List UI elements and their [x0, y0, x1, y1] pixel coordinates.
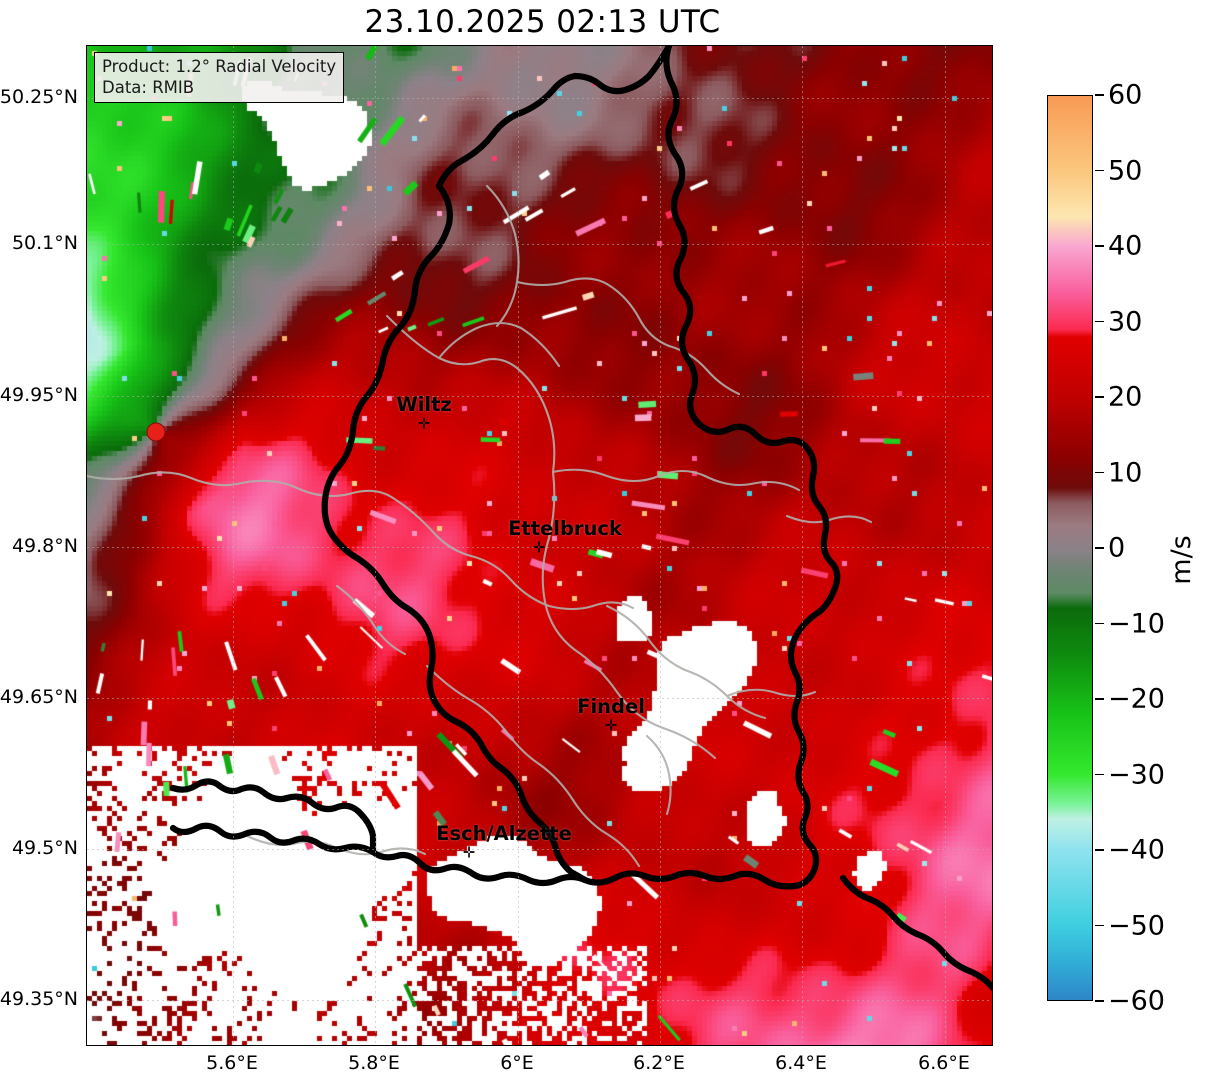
colorbar-tick-3 — [1095, 320, 1104, 323]
product-info-box: Product: 1.2° Radial Velocity Data: RMIB — [94, 52, 345, 104]
x-tick-3: 6.2°E — [633, 1052, 685, 1074]
y-tick-0: 50.25°N — [0, 86, 78, 108]
city-marker-esch-alzette: ✛ — [462, 843, 476, 862]
map-plot-area[interactable]: Wiltz ✛ Ettelbruck ✛ Findel ✛ Esch/Alzet… — [86, 45, 993, 1046]
y-tick-3: 49.8°N — [11, 535, 78, 557]
city-label-findel: Findel — [577, 695, 645, 718]
colorbar-tick-label-9: −30 — [1108, 759, 1165, 790]
city-marker-wiltz: ✛ — [417, 414, 431, 433]
colorbar-tick-8 — [1095, 698, 1104, 700]
gridline-x-6 — [945, 46, 946, 1045]
x-tick-0: 5.6°E — [206, 1052, 258, 1074]
gridline-x-4 — [660, 46, 661, 1045]
colorbar-tick-label-4: 20 — [1108, 381, 1143, 413]
colorbar-tick-label-8: −20 — [1108, 683, 1165, 715]
city-label-ettelbruck: Ettelbruck — [508, 517, 622, 540]
gridline-y-5 — [87, 698, 992, 699]
gridline-y-1 — [87, 98, 992, 99]
gridline-y-7 — [87, 1000, 992, 1001]
colorbar-tick-label-3: 30 — [1108, 306, 1143, 337]
colorbar[interactable] — [1047, 95, 1093, 1001]
city-label-esch-alzette: Esch/Alzette — [436, 822, 572, 845]
colorbar-tick-11 — [1095, 924, 1104, 927]
colorbar-tick-5 — [1095, 471, 1104, 474]
x-tick-1: 5.8°E — [348, 1052, 400, 1074]
colorbar-tick-label-0: 60 — [1108, 79, 1143, 111]
y-tick-2: 49.95°N — [0, 384, 78, 406]
colorbar-tick-label-12: −60 — [1108, 985, 1165, 1017]
city-label-wiltz: Wiltz — [396, 393, 452, 416]
x-tick-4: 6.4°E — [775, 1052, 827, 1074]
colorbar-unit-label: m/s — [1166, 535, 1197, 585]
colorbar-gradient — [1048, 96, 1092, 1000]
colorbar-tick-4 — [1095, 396, 1104, 398]
y-tick-5: 49.5°N — [11, 837, 78, 859]
data-source-line: Data: RMIB — [102, 78, 195, 98]
colorbar-tick-9 — [1095, 773, 1104, 776]
colorbar-tick-label-1: 50 — [1108, 155, 1143, 186]
y-tick-4: 49.65°N — [0, 686, 78, 708]
gridline-y-6 — [87, 849, 992, 850]
colorbar-tick-12 — [1095, 1000, 1104, 1002]
colorbar-tick-0 — [1095, 94, 1104, 96]
y-tick-1: 50.1°N — [11, 232, 78, 254]
colorbar-tick-label-11: −50 — [1108, 910, 1165, 941]
gridline-y-4 — [87, 547, 992, 548]
city-marker-ettelbruck: ✛ — [532, 538, 546, 557]
city-marker-findel: ✛ — [604, 716, 618, 735]
map-gridlines — [87, 46, 992, 1045]
colorbar-tick-label-5: 10 — [1108, 457, 1143, 488]
gridline-y-2 — [87, 244, 992, 245]
page-title: 23.10.2025 02:13 UTC — [364, 4, 721, 40]
radar-site-marker[interactable] — [146, 422, 166, 442]
colorbar-tick-label-10: −40 — [1108, 834, 1165, 866]
gridline-x-1 — [233, 46, 234, 1045]
colorbar-tick-label-7: −10 — [1108, 608, 1165, 639]
y-tick-6: 49.35°N — [0, 988, 78, 1010]
gridline-y-3 — [87, 396, 992, 397]
gridline-x-2 — [375, 46, 376, 1045]
gridline-x-5 — [802, 46, 803, 1045]
gridline-x-3 — [518, 46, 519, 1045]
colorbar-tick-10 — [1095, 849, 1104, 851]
colorbar-tick-6 — [1095, 547, 1104, 549]
colorbar-tick-7 — [1095, 622, 1104, 625]
colorbar-tick-label-2: 40 — [1108, 230, 1143, 262]
product-line: Product: 1.2° Radial Velocity — [102, 57, 337, 76]
national-border-lines — [169, 46, 992, 991]
colorbar-tick-1 — [1095, 169, 1104, 172]
x-tick-2: 6°E — [500, 1052, 534, 1074]
colorbar-tick-label-6: 0 — [1108, 532, 1126, 564]
colorbar-tick-2 — [1095, 245, 1104, 247]
x-tick-5: 6.6°E — [918, 1052, 970, 1074]
